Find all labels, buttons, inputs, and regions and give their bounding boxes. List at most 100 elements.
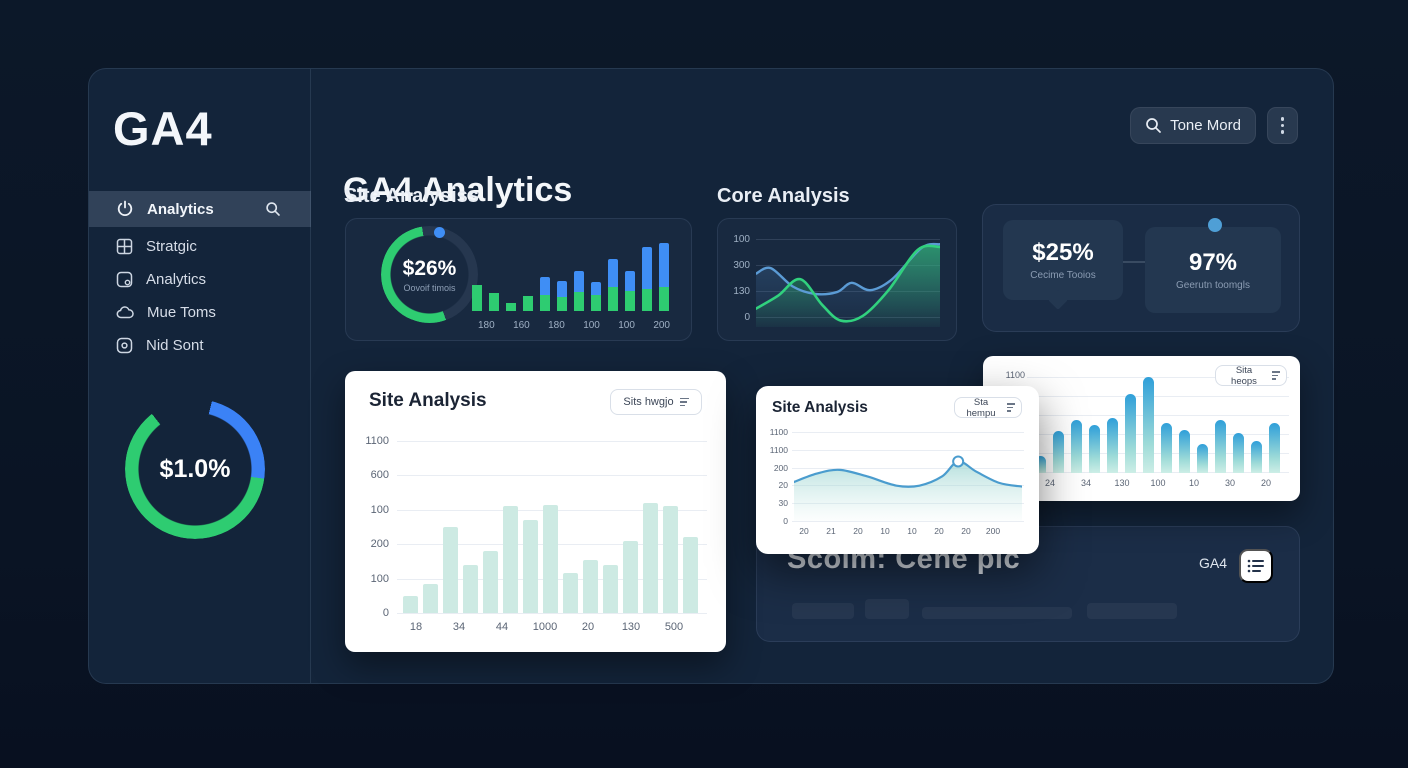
bar [472,284,482,311]
bar-green-segment [625,291,635,311]
ghost-bar [922,607,1072,619]
x-tick-label: 30 [1224,478,1235,488]
bar [643,502,658,613]
y-tick-label: 0 [783,516,788,526]
sidebar-item-label: Analytics [146,271,207,288]
gridline [1027,377,1289,378]
gridline [397,613,707,614]
bar [1125,394,1136,473]
sidebar: GA4 Analytics Stratgic [89,69,311,683]
bar-green-segment [557,297,567,311]
y-tick-label: 100 [733,234,750,245]
stats-card: $25% Cecime Tooios 97% Geerutn toomgls [982,204,1300,332]
bar [1179,429,1190,473]
y-tick-label: 200 [370,538,389,551]
bar [1071,420,1082,473]
x-tick-label: 200 [985,526,1001,536]
bar-blue-segment [540,277,550,295]
bar [642,247,652,311]
search-button[interactable]: Tone Mord [1130,107,1256,144]
bar [443,527,458,613]
x-tick-label: 10 [1188,478,1199,488]
x-tick-label: 20 [1260,478,1271,488]
x-tick-label: 500 [664,621,684,633]
bar [523,295,533,311]
sidebar-item-stratgic[interactable]: Stratgic [89,230,311,263]
x-tick-label: 44 [495,621,509,633]
bar [543,504,558,613]
bar [503,506,518,613]
bar [1089,425,1100,473]
core-analysis-card: 100 300 130 0 [717,218,957,341]
bar [659,243,669,311]
donut-26-chart [381,226,478,323]
x-tick-label: 20 [581,621,595,633]
sidebar-search-icon[interactable] [265,201,281,217]
cloud-icon [116,306,134,319]
x-tick-label: 130 [1114,478,1130,488]
x-tick-label: 180 [478,320,495,331]
core-line-chart [756,235,940,327]
list-button[interactable] [1239,549,1273,583]
sidebar-item-nid-sont[interactable]: Nid Sont [89,329,311,362]
search-button-label: Tone Mord [1170,117,1241,134]
y-tick-label: 20 [778,480,788,491]
bar-blue-segment [642,247,652,289]
gradient-bar-chart [1035,377,1280,473]
y-tick-label: 300 [733,260,750,271]
donut-26-label: Oovoif timois [403,282,456,293]
donut-26-value: $26% [402,256,457,280]
x-tick-label: 20 [961,526,971,536]
bar [591,282,601,311]
stat-accent-dot [1208,218,1222,232]
section-title-core-analysis: Core Analysis [717,185,850,207]
bar-green-segment [574,291,584,311]
y-tick-label: 1100 [769,427,788,437]
ghost-bar [1087,603,1177,619]
x-tick-label: 10 [880,526,890,536]
filter-dropdown[interactable]: Sita heops [1215,365,1287,387]
bottom-card-badge: GA4 [1198,555,1227,571]
bar-blue-segment [625,271,635,291]
bar-green-segment [642,288,652,311]
x-tick-label: 100 [618,320,635,331]
gridline [1027,396,1289,397]
y-tick-label: 1100 [769,444,788,455]
x-tick-label: 200 [653,320,670,331]
dropdown-label: Sta hempu [966,396,996,419]
page-title: GA4 Analytics [343,171,573,209]
sort-icon [1272,371,1280,380]
x-tick-label: 20 [799,526,809,536]
stat-left-label: Cecime Tooios [1030,270,1096,281]
bar [483,551,498,613]
gridline [792,521,1024,522]
bar [506,303,516,311]
bar [583,559,598,613]
sidebar-item-analytics[interactable]: Analytics [89,191,311,227]
more-options-button[interactable] [1267,107,1298,144]
gridline [792,432,1024,433]
app-logo: GA4 [113,102,213,155]
sidebar-item-mue-toms[interactable]: Mue Toms [89,296,311,329]
area-chart [794,428,1022,521]
bar-green-segment [591,295,601,311]
sidebar-donut-value: $1.0% [159,454,231,483]
bar-green-segment [523,295,533,311]
bar-green-segment [472,284,482,311]
bar [1161,423,1172,473]
sidebar-item-analytics-2[interactable]: Analytics [89,263,311,296]
stat-tile-left: $25% Cecime Tooios [1003,220,1123,310]
x-tick-label: 1000 [532,621,558,633]
filter-dropdown[interactable]: Sits hwgjo [610,389,702,415]
bar [463,564,478,613]
stacked-bar-chart [472,231,676,311]
sort-icon [679,397,689,407]
dropdown-label: Sits hwgjo [623,396,674,408]
x-tick-label: 21 [826,526,836,536]
filter-dropdown[interactable]: Sta hempu [954,396,1022,419]
x-tick-label: 20 [853,526,863,536]
gridline [1027,415,1289,416]
site-analysiss-card: $26% Oovoif timois 180 160 180 100 100 200 [345,218,692,341]
y-tick-label: 600 [370,469,389,482]
